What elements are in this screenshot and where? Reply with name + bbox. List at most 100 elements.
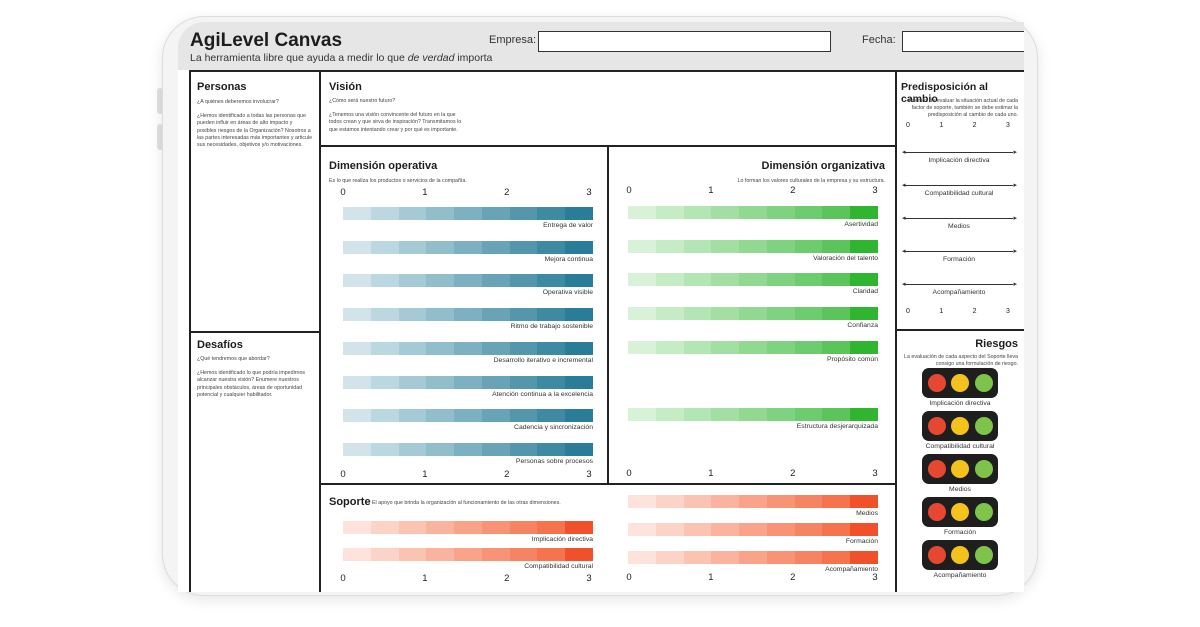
organizativa-bar-step[interactable] bbox=[683, 307, 712, 321]
operativa-bar-step[interactable] bbox=[398, 308, 427, 322]
operativa-bar-step[interactable] bbox=[481, 375, 510, 389]
organizativa-bar-step[interactable] bbox=[739, 273, 767, 287]
operativa-bar-step[interactable] bbox=[481, 308, 510, 322]
soporte-left-bar-step[interactable] bbox=[565, 521, 594, 534]
predisposicion-row[interactable]: ◂ ▸ Compatibilidad cultural bbox=[902, 177, 1017, 201]
operativa-bar-step[interactable] bbox=[343, 442, 371, 456]
operativa-bar-step[interactable] bbox=[565, 341, 594, 355]
light-green-icon[interactable] bbox=[974, 417, 993, 435]
organizativa-bar-step[interactable] bbox=[655, 206, 684, 219]
operativa-bar-step[interactable] bbox=[565, 442, 594, 456]
organizativa-bar-step[interactable] bbox=[850, 239, 879, 253]
organizativa-bar[interactable] bbox=[628, 206, 879, 219]
operativa-bar-step[interactable] bbox=[565, 240, 594, 254]
organizativa-bar-step[interactable] bbox=[850, 206, 879, 219]
operativa-bar-step[interactable] bbox=[426, 341, 455, 355]
soporte-right-bar-step[interactable] bbox=[739, 523, 767, 536]
operativa-bar-step[interactable] bbox=[398, 341, 427, 355]
organizativa-bar-step[interactable] bbox=[850, 307, 879, 321]
organizativa-bar-step[interactable] bbox=[628, 273, 656, 287]
traffic-light-icon[interactable] bbox=[922, 497, 998, 527]
operativa-bar-step[interactable] bbox=[454, 240, 482, 254]
soporte-right-bar-step[interactable] bbox=[850, 523, 879, 536]
organizativa-bar-step[interactable] bbox=[655, 340, 684, 354]
soporte-right-bar-step[interactable] bbox=[850, 495, 879, 508]
organizativa-bar-step[interactable] bbox=[683, 273, 712, 287]
operativa-bar-step[interactable] bbox=[370, 308, 399, 322]
organizativa-bar-step[interactable] bbox=[711, 273, 740, 287]
soporte-right-bar-step[interactable] bbox=[766, 551, 795, 564]
traffic-light-icon[interactable] bbox=[922, 540, 998, 570]
organizativa-bar-step[interactable] bbox=[628, 206, 656, 219]
operativa-bar-step[interactable] bbox=[509, 308, 538, 322]
operativa-bar-step[interactable] bbox=[537, 341, 566, 355]
traffic-light-icon[interactable] bbox=[922, 368, 998, 398]
operativa-bar-step[interactable] bbox=[481, 274, 510, 288]
predisposicion-row[interactable]: ◂ ▸ Implicación directiva bbox=[902, 144, 1017, 168]
soporte-left-bar-step[interactable] bbox=[454, 521, 482, 534]
operativa-bar-step[interactable] bbox=[398, 442, 427, 456]
soporte-right-bar-step[interactable] bbox=[739, 551, 767, 564]
soporte-right-bar-step[interactable] bbox=[683, 551, 712, 564]
operativa-bar-step[interactable] bbox=[454, 207, 482, 220]
operativa-bar-step[interactable] bbox=[481, 442, 510, 456]
operativa-bar-step[interactable] bbox=[343, 341, 371, 355]
operativa-bar[interactable] bbox=[343, 341, 594, 355]
operativa-bar[interactable] bbox=[343, 274, 594, 288]
organizativa-bar-step[interactable] bbox=[766, 206, 795, 219]
operativa-bar-step[interactable] bbox=[343, 240, 371, 254]
organizativa-bar[interactable] bbox=[628, 239, 879, 253]
operativa-bar-step[interactable] bbox=[509, 442, 538, 456]
soporte-right-bar-step[interactable] bbox=[711, 551, 740, 564]
organizativa-bar-step[interactable] bbox=[655, 239, 684, 253]
operativa-bar[interactable] bbox=[343, 409, 594, 423]
operativa-bar-step[interactable] bbox=[537, 375, 566, 389]
soporte-left-bar-step[interactable] bbox=[537, 521, 566, 534]
light-green-icon[interactable] bbox=[974, 503, 993, 521]
soporte-right-bar-step[interactable] bbox=[794, 495, 823, 508]
soporte-right-bar-step[interactable] bbox=[766, 523, 795, 536]
fecha-field[interactable] bbox=[902, 31, 1024, 52]
organizativa-bar-step[interactable] bbox=[739, 340, 767, 354]
organizativa-bar-step[interactable] bbox=[683, 206, 712, 219]
organizativa-bar-step[interactable] bbox=[655, 273, 684, 287]
soporte-left-bar-step[interactable] bbox=[370, 548, 399, 561]
operativa-bar-step[interactable] bbox=[565, 375, 594, 389]
operativa-bar[interactable] bbox=[343, 207, 594, 220]
organizativa-bar-step[interactable] bbox=[794, 307, 823, 321]
organizativa-bar-step[interactable] bbox=[655, 408, 684, 422]
operativa-bar-step[interactable] bbox=[454, 341, 482, 355]
organizativa-bar-step[interactable] bbox=[850, 340, 879, 354]
organizativa-bar[interactable] bbox=[628, 408, 879, 422]
light-red-icon[interactable] bbox=[927, 546, 946, 564]
soporte-left-bar-step[interactable] bbox=[426, 521, 455, 534]
operativa-bar-step[interactable] bbox=[454, 274, 482, 288]
organizativa-bar-step[interactable] bbox=[794, 206, 823, 219]
soporte-right-bar[interactable] bbox=[628, 495, 879, 508]
operativa-bar-step[interactable] bbox=[509, 274, 538, 288]
operativa-bar-step[interactable] bbox=[509, 240, 538, 254]
operativa-bar-step[interactable] bbox=[537, 442, 566, 456]
operativa-bar-step[interactable] bbox=[398, 375, 427, 389]
organizativa-bar-step[interactable] bbox=[822, 408, 851, 422]
operativa-bar-step[interactable] bbox=[343, 375, 371, 389]
organizativa-bar-step[interactable] bbox=[822, 239, 851, 253]
organizativa-bar-step[interactable] bbox=[711, 307, 740, 321]
soporte-left-bar-step[interactable] bbox=[343, 548, 371, 561]
operativa-bar-step[interactable] bbox=[343, 409, 371, 423]
organizativa-bar-step[interactable] bbox=[739, 239, 767, 253]
organizativa-bar-step[interactable] bbox=[711, 340, 740, 354]
soporte-right-bar-step[interactable] bbox=[794, 551, 823, 564]
operativa-bar-step[interactable] bbox=[343, 308, 371, 322]
operativa-bar-step[interactable] bbox=[565, 308, 594, 322]
soporte-right-bar-step[interactable] bbox=[711, 495, 740, 508]
operativa-bar-step[interactable] bbox=[509, 409, 538, 423]
empresa-field[interactable] bbox=[538, 31, 831, 52]
soporte-right-bar-step[interactable] bbox=[850, 551, 879, 564]
organizativa-bar-step[interactable] bbox=[766, 273, 795, 287]
organizativa-bar-step[interactable] bbox=[628, 239, 656, 253]
operativa-bar-step[interactable] bbox=[509, 207, 538, 220]
light-green-icon[interactable] bbox=[974, 460, 993, 478]
soporte-right-bar[interactable] bbox=[628, 551, 879, 564]
light-yellow-icon[interactable] bbox=[951, 503, 969, 521]
